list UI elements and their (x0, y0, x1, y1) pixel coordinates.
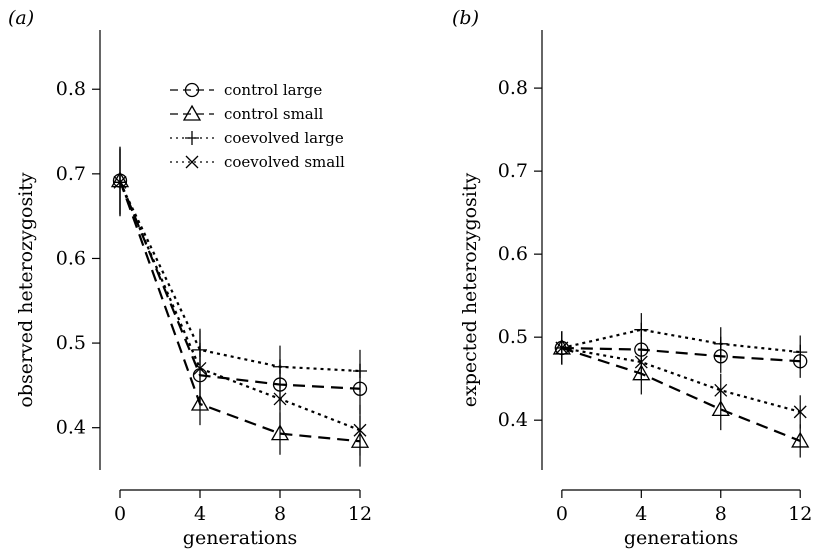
chart-panel-2: (b) 0.4 0.5 0.6 0.7 0.8 0 4 8 12 generations expect… (452, 7, 812, 549)
data-point-plus (353, 364, 367, 378)
series-line (561, 328, 801, 354)
data-point-cross (555, 341, 569, 355)
x-tick-label: 8 (715, 503, 727, 525)
data-point-cross (353, 423, 367, 437)
y-tick-label: 0.6 (498, 243, 528, 265)
data-point-plus (713, 336, 728, 351)
panel-label: (a) (8, 7, 34, 29)
data-point-triangle (190, 394, 210, 411)
y-tick-label: 0.8 (56, 78, 86, 100)
data-point-triangle (791, 431, 810, 448)
series-coevolved-small (555, 331, 807, 429)
data-point-cross (193, 362, 207, 375)
x-tick-label: 12 (348, 503, 372, 525)
y-axis-label: expected heterozygosity (459, 172, 481, 407)
legend-marker-plus (185, 131, 199, 145)
y-tick-label: 0.7 (498, 160, 528, 182)
series-line (118, 180, 361, 443)
series-line (561, 346, 801, 413)
x-tick-label: 8 (274, 503, 286, 525)
series-control-large (112, 146, 368, 415)
series-line (119, 181, 361, 373)
data-point-cross (714, 383, 728, 397)
y-tick-label: 0.5 (56, 332, 86, 354)
data-point-triangle (632, 364, 651, 381)
legend: control large control small coevolved larg… (170, 81, 345, 171)
data-point-plus (634, 322, 649, 337)
series-coevolved-small (113, 148, 367, 456)
legend-marker-triangle (182, 104, 202, 121)
series-line (118, 180, 361, 390)
data-point-cross (273, 392, 287, 406)
x-tick-label: 4 (635, 503, 647, 525)
data-point-cross (113, 175, 127, 189)
data-point-cross (793, 405, 807, 419)
y-tick-label: 0.6 (56, 247, 86, 269)
y-axis-label: observed heterozygosity (15, 172, 37, 408)
legend-label: coevolved large (224, 129, 344, 147)
series-line (561, 346, 801, 363)
x-tick-label: 0 (556, 503, 568, 525)
legend-marker-cross (185, 155, 199, 169)
y-tick-label: 0.8 (498, 77, 528, 99)
y-tick-label: 0.5 (498, 326, 528, 348)
series-coevolved-large (554, 313, 808, 369)
panel-label: (b) (452, 7, 479, 29)
series-control-small (110, 146, 370, 467)
legend-label: control large (224, 81, 322, 99)
series-line (118, 181, 361, 432)
data-point-triangle (711, 400, 730, 417)
legend-label: control small (224, 105, 324, 123)
x-axis-label: generations (183, 527, 297, 549)
x-tick-label: 0 (114, 503, 126, 525)
data-point-triangle (270, 424, 290, 441)
legend-label: coevolved small (224, 153, 345, 171)
x-tick-label: 4 (194, 503, 206, 525)
data-point-cross (634, 355, 648, 369)
y-tick-label: 0.7 (56, 163, 86, 185)
legend-marker-circle (184, 82, 200, 98)
series-control-large (554, 331, 808, 378)
chart-panel-1: (a) 0.4 0.5 0.6 0.7 0.8 0 4 8 12 generations observ… (8, 7, 372, 549)
y-tick-label: 0.4 (498, 409, 528, 431)
y-tick-label: 0.4 (56, 417, 86, 439)
data-point-plus (793, 345, 808, 360)
x-axis-label: generations (624, 527, 738, 549)
series-coevolved-large (113, 148, 367, 393)
x-tick-label: 12 (788, 503, 812, 525)
series-line (561, 346, 801, 442)
series-control-small (552, 331, 810, 458)
